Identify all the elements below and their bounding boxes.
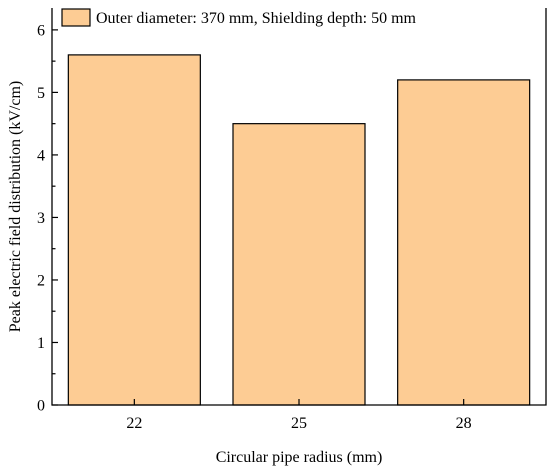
x-axis-ticks: 22 25 28 bbox=[126, 399, 472, 432]
x-tick-label: 22 bbox=[126, 415, 142, 432]
legend: Outer diameter: 370 mm, Shielding depth:… bbox=[61, 8, 417, 27]
y-tick-label: 4 bbox=[37, 147, 45, 164]
y-tick-label: 3 bbox=[37, 210, 45, 227]
legend-swatch bbox=[61, 8, 91, 27]
y-tick-label: 0 bbox=[37, 398, 45, 415]
y-tick-label: 2 bbox=[37, 272, 45, 289]
y-tick-label: 1 bbox=[37, 335, 45, 352]
y-tick-label: 5 bbox=[37, 85, 45, 102]
legend-label: Outer diameter: 370 mm, Shielding depth:… bbox=[96, 10, 417, 27]
x-axis-title: Circular pipe radius (mm) bbox=[216, 449, 383, 466]
y-axis-ticks: 0 1 2 3 4 5 6 bbox=[37, 22, 58, 415]
bar-22 bbox=[67, 54, 201, 406]
y-tick-label: 6 bbox=[37, 22, 45, 39]
y-axis-title: Peak electric field distribution (kV/cm) bbox=[7, 81, 24, 332]
x-tick-label: 28 bbox=[456, 415, 472, 432]
x-tick-label: 25 bbox=[291, 415, 307, 432]
bars-group bbox=[67, 54, 531, 406]
bar-25 bbox=[232, 123, 366, 406]
bar-28 bbox=[397, 79, 531, 406]
